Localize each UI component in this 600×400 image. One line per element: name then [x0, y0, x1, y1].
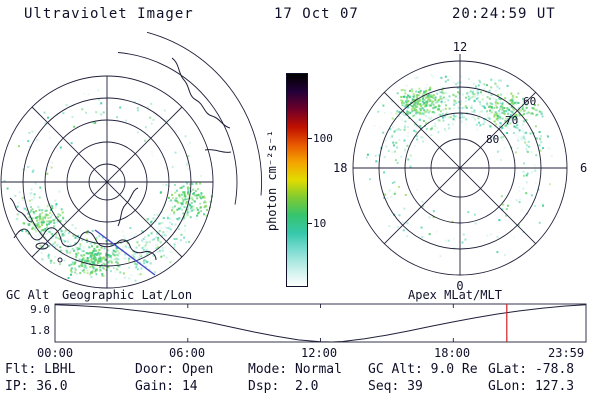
status-dsp: Dsp: 2.0 — [248, 379, 319, 394]
status-gain: Gain: 14 — [135, 379, 198, 394]
header-date: 17 Oct 07 — [274, 6, 359, 22]
status-glon: GLon: 127.3 — [488, 379, 575, 394]
left-map-grid — [0, 31, 263, 289]
xtick-0600: 06:00 — [169, 346, 206, 360]
colorbar-tick-100: 100 — [313, 132, 333, 145]
gc-alt-ytick-top: 9.0 — [30, 303, 50, 316]
colorbar-tick-10-mark — [307, 223, 312, 224]
mlt-label-0: 0 — [456, 279, 463, 293]
status-flt: Flt: LBHL — [5, 362, 76, 377]
xtick-0000: 00:00 — [37, 346, 74, 360]
status-gcalt: GC Alt: 9.0 Re — [368, 362, 478, 377]
strip-ticks — [187, 304, 454, 342]
gc-alt-strip-chart — [54, 303, 587, 343]
colorbar — [286, 73, 308, 287]
xtick-1800: 18:00 — [434, 346, 471, 360]
status-door: Door: Open — [135, 362, 214, 377]
colorbar-tick-10: 10 — [313, 217, 327, 230]
apex-mlat-mlt-plot: 12 18 6 0 80 70 60 — [333, 40, 587, 293]
header-time: 20:24:59 UT — [452, 6, 556, 22]
colorbar-tick-100-mark — [307, 138, 312, 139]
status-glat: GLat: -78.8 — [488, 362, 575, 377]
colorbar-axis-label: photon cm⁻²s⁻¹ — [265, 130, 279, 232]
mlat-ring-label-70: 70 — [505, 114, 518, 127]
left-plot-caption: Geographic Lat/Lon — [62, 288, 193, 302]
left-aurora-emission — [3, 89, 213, 282]
xtick-1200: 12:00 — [301, 346, 338, 360]
gc-alt-ytick-bottom: 1.8 — [30, 324, 50, 337]
app-title: Ultraviolet Imager — [24, 6, 194, 22]
right-plot-grid — [352, 54, 568, 276]
xtick-2359: 23:59 — [548, 346, 585, 360]
right-plot-caption: Apex MLat/MLT — [408, 288, 502, 302]
mlat-ring-label-60: 60 — [523, 95, 536, 108]
mlt-label-12: 12 — [453, 40, 467, 54]
mlat-ring-label-80: 80 — [486, 133, 499, 146]
status-ip: IP: 36.0 — [5, 379, 68, 394]
gc-alt-curve — [54, 304, 586, 343]
spacecraft-track-line — [94, 229, 156, 276]
status-seq: Seq: 39 — [368, 379, 423, 394]
mlt-label-6: 6 — [580, 161, 587, 175]
status-mode: Mode: Normal — [248, 362, 342, 377]
mlt-label-18: 18 — [333, 161, 347, 175]
coastline — [9, 57, 232, 263]
gc-alt-axis-label: GC Alt — [6, 288, 50, 302]
geographic-map-plot — [0, 31, 263, 289]
